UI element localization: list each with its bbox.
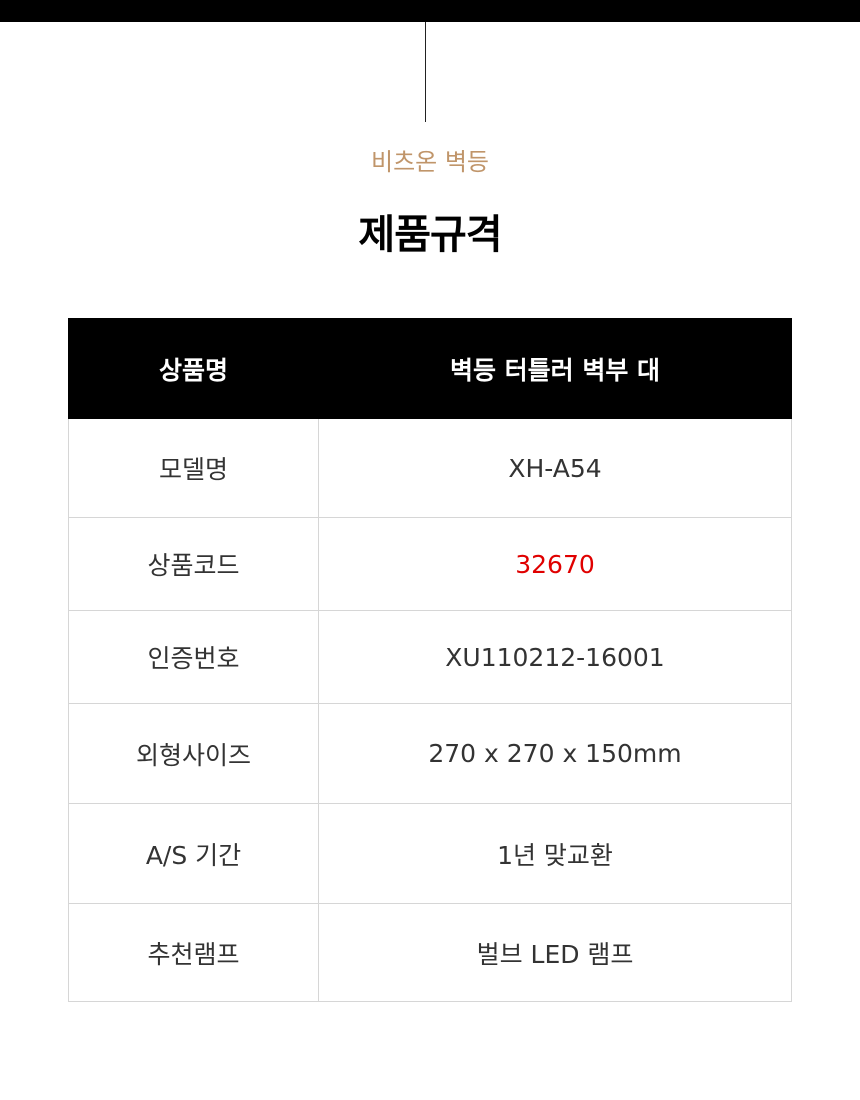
row-label: 추천램프	[68, 903, 319, 1002]
row-label: 인증번호	[68, 610, 319, 704]
row-value: XH-A54	[318, 418, 792, 518]
top-bar	[0, 0, 860, 22]
row-label: 상품코드	[68, 517, 319, 611]
row-label: 외형사이즈	[68, 703, 319, 804]
table-row: 외형사이즈 270 x 270 x 150mm	[68, 703, 792, 804]
spec-table: 상품명 벽등 터틀러 벽부 대 모델명 XH-A54 상품코드 32670 인증…	[68, 318, 792, 1002]
header-value: 벽등 터틀러 벽부 대	[318, 318, 792, 419]
row-label: 모델명	[68, 418, 319, 518]
row-value: 270 x 270 x 150mm	[318, 703, 792, 804]
vertical-divider	[425, 22, 426, 122]
row-value: XU110212-16001	[318, 610, 792, 704]
section-subtitle: 비츠온 벽등	[370, 148, 490, 176]
table-row: 모델명 XH-A54	[68, 418, 792, 518]
row-label: A/S 기간	[68, 803, 319, 904]
section-title: 제품규격	[358, 212, 502, 258]
table-row: A/S 기간 1년 맞교환	[68, 803, 792, 904]
table-row: 인증번호 XU110212-16001	[68, 610, 792, 704]
table-row: 추천램프 벌브 LED 램프	[68, 903, 792, 1002]
row-value: 벌브 LED 램프	[318, 903, 792, 1002]
row-value: 1년 맞교환	[318, 803, 792, 904]
row-value-product-code: 32670	[318, 517, 792, 611]
table-row: 상품코드 32670	[68, 517, 792, 611]
header-label: 상품명	[68, 318, 319, 419]
table-header-row: 상품명 벽등 터틀러 벽부 대	[68, 318, 792, 419]
